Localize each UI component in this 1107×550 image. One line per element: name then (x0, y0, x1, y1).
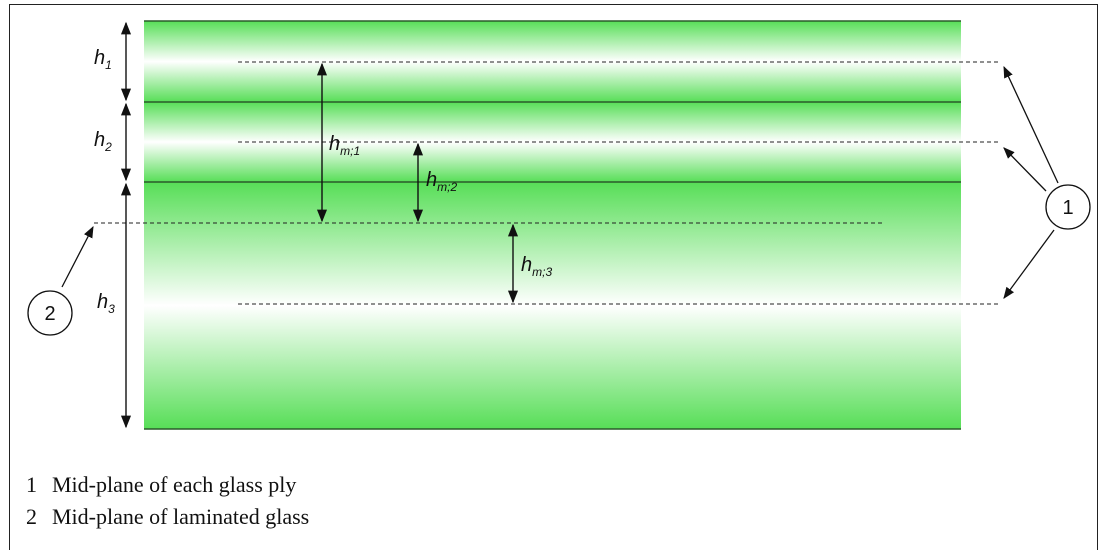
label-h1: h1 (94, 47, 112, 72)
callout-1-leader-bottom (1003, 229, 1055, 299)
legend-item-1-number: 1 (26, 472, 37, 497)
callout-1-circle (1045, 184, 1091, 230)
label-h2: h2 (94, 129, 112, 154)
legend-item-1: 1 Mid-plane of each glass ply (26, 472, 296, 498)
callout-1-number: 1 (1062, 197, 1073, 219)
label-hm3: hm;3 (521, 254, 552, 279)
label-hm2: hm;2 (426, 169, 457, 194)
callout-2-circle (27, 290, 73, 336)
legend-item-2-text: Mid-plane of laminated glass (52, 504, 310, 529)
label-hm1: hm;1 (329, 133, 360, 158)
legend-item-1-text: Mid-plane of each glass ply (52, 472, 297, 497)
glass-ply-3 (144, 182, 961, 429)
callout-2-leader (61, 225, 94, 288)
callout-1-leader-middle (1003, 147, 1047, 192)
callout-2-number: 2 (44, 303, 55, 325)
label-h3: h3 (97, 291, 115, 316)
legend-item-2-number: 2 (26, 504, 37, 529)
legend-item-2: 2 Mid-plane of laminated glass (26, 504, 309, 530)
figure-frame (9, 4, 1098, 550)
callout-1-leader-top (1003, 65, 1059, 184)
